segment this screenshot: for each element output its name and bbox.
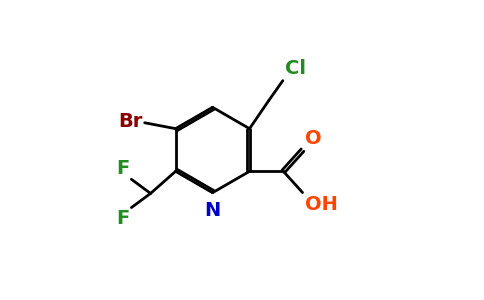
Text: Br: Br xyxy=(118,112,142,131)
Text: N: N xyxy=(204,201,221,220)
Text: F: F xyxy=(116,159,129,178)
Text: F: F xyxy=(116,209,129,228)
Text: OH: OH xyxy=(305,195,338,214)
Text: Cl: Cl xyxy=(285,59,306,78)
Text: O: O xyxy=(305,129,321,148)
